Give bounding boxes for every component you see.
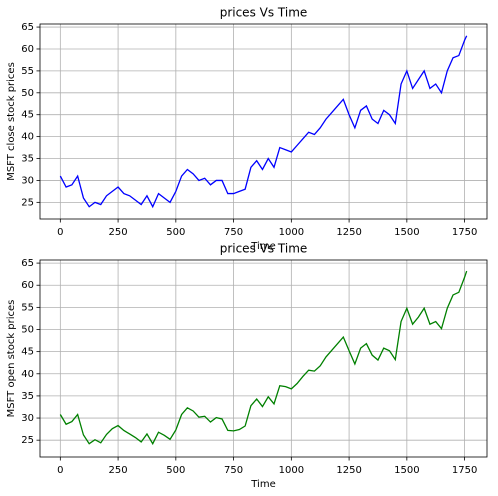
x-tick-label: 1500 (394, 465, 419, 476)
x-axis-label: Time (250, 479, 275, 490)
price-line (59, 35, 468, 209)
x-tick-label: 0 (57, 227, 63, 238)
y-tick-label: 35 (21, 391, 34, 402)
subplot: 0 250 500 750 1000 1250 1500 1750 25 30 35 40 45 50 55… (6, 6, 488, 252)
y-tick-label: 35 (21, 154, 34, 165)
y-tick-label: 40 (21, 132, 34, 143)
x-tick-label: 1750 (452, 227, 477, 238)
y-tick-label: 65 (21, 258, 34, 269)
x-tick-label: 1250 (336, 227, 361, 238)
y-tick-label: 60 (21, 44, 34, 55)
y-tick-label: 55 (21, 302, 34, 313)
axes-frame (39, 23, 488, 220)
x-tick-label: 1500 (394, 227, 419, 238)
y-tick-label: 25 (21, 197, 34, 208)
y-tick-label: 40 (21, 369, 34, 380)
y-tick-label: 25 (21, 435, 34, 446)
y-tick-label: 65 (21, 22, 34, 33)
y-tick-label: 30 (21, 413, 34, 424)
chart-title: prices Vs Time (220, 242, 308, 256)
y-tick-label: 45 (21, 347, 34, 358)
y-axis-label: MSFT close stock prices (6, 62, 17, 181)
y-tick-label: 55 (21, 66, 34, 77)
x-tick-label: 500 (166, 465, 185, 476)
y-axis-label: MSFT open stock prices (6, 300, 17, 418)
chart-title: prices Vs Time (220, 6, 308, 20)
y-tick-label: 45 (21, 110, 34, 121)
y-tick-label: 60 (21, 280, 34, 291)
x-tick-label: 1250 (336, 465, 361, 476)
x-axis-label: Time (250, 241, 275, 252)
x-tick-label: 1000 (279, 465, 304, 476)
x-tick-label: 750 (224, 465, 243, 476)
y-tick-label: 50 (21, 325, 34, 336)
price-line (59, 270, 468, 446)
x-tick-label: 1000 (279, 227, 304, 238)
axes-frame (39, 259, 488, 458)
y-tick-label: 50 (21, 88, 34, 99)
x-tick-label: 250 (109, 227, 128, 238)
x-tick-label: 250 (109, 465, 128, 476)
subplot: 0 250 500 750 1000 1250 1500 1750 25 30 35 40 45 50 55… (6, 242, 488, 490)
x-tick-label: 0 (57, 465, 63, 476)
y-tick-label: 30 (21, 175, 34, 186)
x-tick-label: 750 (224, 227, 243, 238)
x-tick-label: 500 (166, 227, 185, 238)
x-tick-label: 1750 (452, 465, 477, 476)
